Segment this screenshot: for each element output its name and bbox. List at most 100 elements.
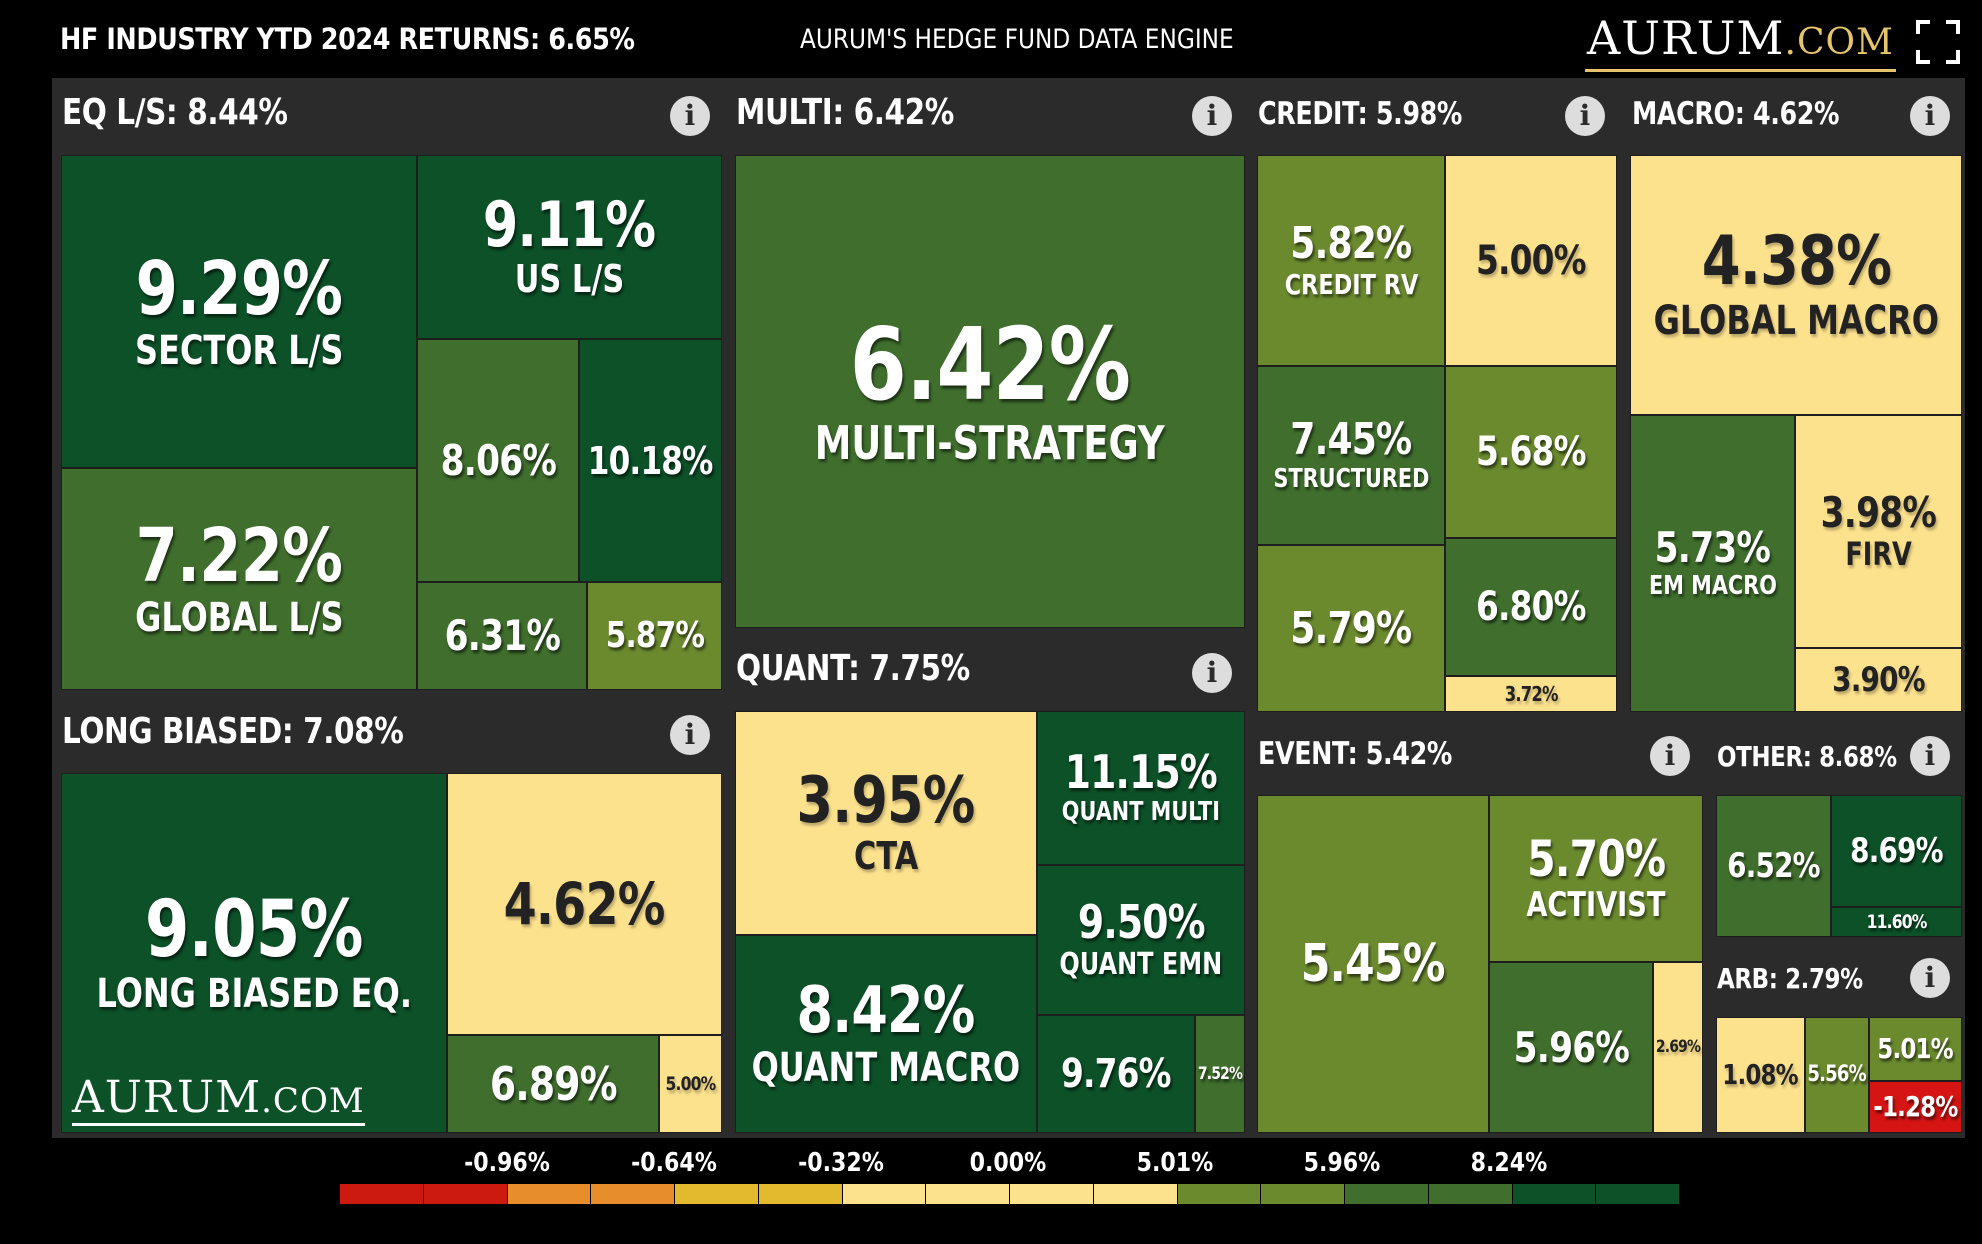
tile-quant-multi[interactable]: 11.15% QUANT MULTI <box>1037 711 1245 865</box>
tile-credit-rv[interactable]: 5.82% CREDIT RV <box>1257 155 1445 366</box>
tile-value: 7.52% <box>1197 1063 1243 1084</box>
tile-value: 8.06% <box>440 435 556 485</box>
tile-value: 1.08% <box>1722 1058 1799 1091</box>
tile-label: MULTI-STRATEGY <box>815 416 1165 471</box>
tile-firv[interactable]: 3.98% FIRV <box>1795 415 1962 648</box>
legend-label: 5.01% <box>1136 1148 1214 1178</box>
legend-label: -0.96% <box>464 1148 550 1178</box>
tile-structured[interactable]: 7.45% STRUCTURED <box>1257 366 1445 545</box>
legend-label: -0.64% <box>631 1148 717 1178</box>
tile-longb-6-89[interactable]: 6.89% <box>447 1035 659 1133</box>
tile-other-8-69[interactable]: 8.69% <box>1831 795 1962 907</box>
aurum-logo-bottom[interactable]: AURUM.COM <box>72 1076 365 1126</box>
tile-global-macro[interactable]: 4.38% GLOBAL MACRO <box>1630 155 1962 415</box>
tile-label: CTA <box>853 834 919 879</box>
info-icon[interactable]: i <box>1650 736 1690 776</box>
tile-credit-5-68[interactable]: 5.68% <box>1445 366 1617 538</box>
tile-value: 6.80% <box>1476 584 1587 630</box>
tile-value: 4.38% <box>1701 222 1891 301</box>
info-icon[interactable]: i <box>1192 96 1232 136</box>
tile-arb-1-08[interactable]: 1.08% <box>1716 1017 1805 1133</box>
tile-value: 5.79% <box>1290 602 1412 654</box>
tile-label: LONG BIASED EQ. <box>96 971 412 1017</box>
legend-color-segment <box>1596 1184 1679 1204</box>
info-icon[interactable]: i <box>1910 96 1950 136</box>
tile-quant-macro[interactable]: 8.42% QUANT MACRO <box>735 935 1037 1133</box>
tile-arb-neg-1-28[interactable]: -1.28% <box>1869 1081 1962 1133</box>
tile-event-5-45[interactable]: 5.45% <box>1257 795 1489 1133</box>
info-icon[interactable]: i <box>670 96 710 136</box>
section-title-quant: QUANT: 7.75% <box>736 648 970 689</box>
tile-label: CREDIT RV <box>1284 267 1418 301</box>
tile-event-5-96[interactable]: 5.96% <box>1489 962 1653 1133</box>
tile-credit-6-80[interactable]: 6.80% <box>1445 538 1617 676</box>
tile-value: 9.76% <box>1061 1051 1172 1097</box>
tile-label: QUANT MULTI <box>1061 797 1221 828</box>
tile-value: 11.15% <box>1064 745 1218 800</box>
aurum-logo-top[interactable]: AURUM.COM <box>1585 14 1896 72</box>
info-icon[interactable]: i <box>670 715 710 755</box>
tile-value: 2.69% <box>1655 1037 1701 1057</box>
logo-bottom-main: AURUM <box>72 1072 262 1123</box>
tile-label: STRUCTURED <box>1273 463 1429 494</box>
info-icon[interactable]: i <box>1565 96 1605 136</box>
engine-title: AURUM'S HEDGE FUND DATA ENGINE <box>800 24 1234 55</box>
tile-quant-emn[interactable]: 9.50% QUANT EMN <box>1037 865 1245 1015</box>
tile-value: 5.01% <box>1877 1032 1954 1065</box>
tile-other-11-60[interactable]: 11.60% <box>1831 907 1962 937</box>
tile-value: 8.69% <box>1850 831 1943 871</box>
legend-color-segment <box>1010 1184 1093 1204</box>
legend-label: 8.24% <box>1470 1148 1548 1178</box>
tile-credit-5-00[interactable]: 5.00% <box>1445 155 1617 366</box>
tile-quant-9-76[interactable]: 9.76% <box>1037 1015 1195 1133</box>
tile-global-ls[interactable]: 7.22% GLOBAL L/S <box>61 468 417 690</box>
tile-value: 6.31% <box>444 611 560 660</box>
tile-label: QUANT MACRO <box>751 1045 1021 1091</box>
tile-eqls-6-31[interactable]: 6.31% <box>417 582 587 690</box>
tile-arb-5-56[interactable]: 5.56% <box>1805 1017 1869 1133</box>
tile-value: 5.70% <box>1526 829 1666 888</box>
tile-value: 6.52% <box>1727 846 1820 886</box>
tile-value: 9.05% <box>145 885 364 975</box>
tile-macro-3-90[interactable]: 3.90% <box>1795 648 1962 712</box>
tile-em-macro[interactable]: 5.73% EM MACRO <box>1630 415 1795 712</box>
tile-eqls-8-06[interactable]: 8.06% <box>417 339 579 582</box>
tile-quant-7-52[interactable]: 7.52% <box>1195 1015 1245 1133</box>
info-icon[interactable]: i <box>1910 736 1950 776</box>
legend-color-segment <box>1345 1184 1428 1204</box>
section-title-other: OTHER: 8.68% <box>1717 740 1897 773</box>
logo-top-main: AURUM <box>1587 11 1785 65</box>
tile-cta[interactable]: 3.95% CTA <box>735 711 1037 935</box>
tile-long-biased-eq[interactable]: 9.05% LONG BIASED EQ. <box>61 773 447 1133</box>
tile-eqls-5-87[interactable]: 5.87% <box>587 582 722 690</box>
tile-value: 6.89% <box>489 1057 618 1111</box>
tile-credit-3-72[interactable]: 3.72% <box>1445 676 1617 712</box>
tile-us-ls[interactable]: 9.11% US L/S <box>417 155 722 339</box>
legend-color-segment <box>842 1184 926 1204</box>
tile-longb-4-62[interactable]: 4.62% <box>447 773 722 1035</box>
section-title-credit: CREDIT: 5.98% <box>1258 96 1462 132</box>
tile-eqls-10-18[interactable]: 10.18% <box>579 339 722 582</box>
legend-label: 5.96% <box>1303 1148 1381 1178</box>
tile-multi-strategy[interactable]: 6.42% MULTI-STRATEGY <box>735 155 1245 628</box>
info-icon[interactable]: i <box>1192 653 1232 693</box>
logo-bottom-suffix: .COM <box>261 1081 365 1121</box>
tile-other-6-52[interactable]: 6.52% <box>1716 795 1831 937</box>
legend-color-segment <box>1177 1184 1261 1204</box>
tile-value: 5.68% <box>1476 429 1587 475</box>
info-icon[interactable]: i <box>1910 958 1950 998</box>
legend-color-segment <box>423 1184 507 1204</box>
tile-value: 7.45% <box>1290 413 1412 465</box>
tile-activist[interactable]: 5.70% ACTIVIST <box>1489 795 1703 962</box>
tile-value: 10.18% <box>588 438 714 483</box>
tile-event-2-69[interactable]: 2.69% <box>1653 962 1703 1133</box>
tile-value: 5.45% <box>1301 934 1446 994</box>
tile-sector-ls[interactable]: 9.29% SECTOR L/S <box>61 155 417 468</box>
fullscreen-icon[interactable] <box>1916 20 1960 64</box>
tile-arb-5-01[interactable]: 5.01% <box>1869 1017 1962 1081</box>
tile-credit-5-79[interactable]: 5.79% <box>1257 545 1445 712</box>
legend-color-segment <box>758 1184 842 1204</box>
tile-value: 9.29% <box>135 245 343 332</box>
tile-longb-5-00[interactable]: 5.00% <box>659 1035 722 1133</box>
section-title-event: EVENT: 5.42% <box>1258 736 1452 772</box>
